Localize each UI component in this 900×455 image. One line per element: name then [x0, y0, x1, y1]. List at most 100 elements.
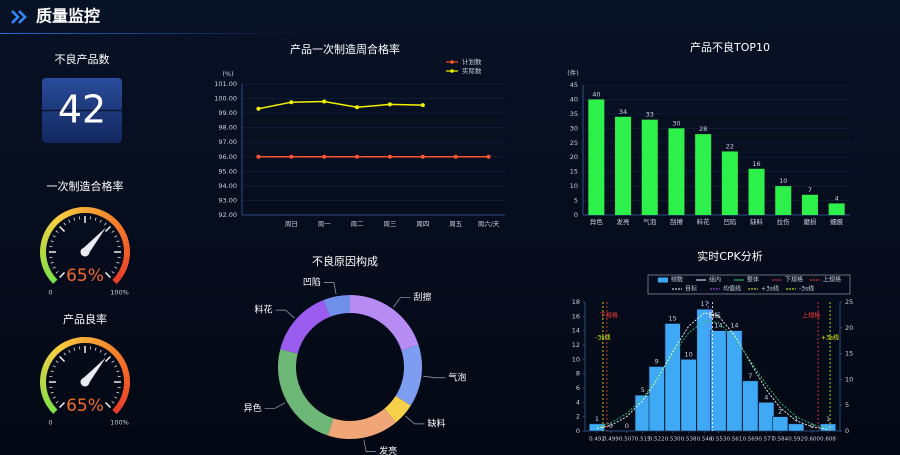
histogram-count-label: 1 — [595, 415, 599, 423]
line-point — [420, 154, 425, 159]
pie-leader — [393, 297, 411, 308]
gauge-band — [40, 244, 47, 250]
gauge-needle — [81, 357, 106, 385]
x-tick-label: 0.553 — [711, 437, 727, 443]
pie-leader — [323, 282, 337, 295]
y-tick-label: 93.00 — [218, 196, 237, 204]
pie-slice — [278, 349, 334, 436]
gauge-band — [117, 399, 126, 407]
y-tick-label: 6 — [576, 384, 580, 392]
gauge-band — [119, 265, 128, 273]
reference-annotation: 目标 — [708, 312, 720, 320]
y-tick-label: 10 — [570, 182, 578, 190]
bar-value-label: 10 — [779, 177, 787, 185]
kpi-value: 42 — [58, 88, 106, 132]
chart-title: 产品不良TOP10 — [690, 40, 770, 54]
gauge-band — [41, 261, 49, 269]
gauge-band — [91, 207, 98, 215]
y-tick-label: 0 — [576, 427, 580, 435]
gauge-band — [47, 402, 55, 411]
pie-label: 刮擦 — [414, 291, 432, 303]
gauge-band — [64, 339, 72, 348]
bar-value-label: 16 — [752, 160, 760, 168]
gauge-band — [40, 369, 48, 376]
gauge-tick — [111, 401, 115, 404]
gauge-band — [102, 341, 110, 350]
pie-label: 凹陷 — [303, 276, 321, 288]
line-series — [258, 100, 423, 110]
gauge-tick — [52, 266, 56, 269]
legend-label: 计划数 — [462, 57, 482, 66]
pie-leader — [405, 415, 425, 425]
gauge-tick — [111, 360, 115, 363]
bar-value-label: 22 — [726, 142, 734, 150]
y-tick-label: 2 — [576, 413, 580, 421]
histogram-bar — [680, 359, 697, 432]
gauge-band — [68, 338, 76, 346]
pie-label: 异色 — [244, 402, 262, 414]
histogram-count-label: 15 — [669, 315, 677, 323]
x-tick-label: 周三 — [383, 220, 397, 228]
bar-value-label: 40 — [592, 90, 600, 98]
gauge-band — [60, 211, 68, 220]
gauge-band — [42, 231, 51, 239]
reference-annotation: 上规格 — [802, 312, 820, 320]
gauge-hub — [80, 247, 90, 257]
gauge-band — [122, 388, 130, 395]
gauge-tick — [73, 217, 76, 221]
gauge-tick-label: 0 — [48, 289, 52, 297]
legend-box — [647, 274, 851, 295]
y2-tick-label: 0 — [845, 427, 849, 435]
gauge-band — [40, 239, 48, 246]
gauge-tick — [114, 266, 118, 269]
gauge-band — [53, 216, 61, 225]
line-point — [453, 154, 458, 159]
x-tick-label: 缺料 — [750, 217, 764, 226]
x-tick-label: 0.561 — [727, 437, 743, 443]
x-tick-label: 周五 — [449, 220, 463, 228]
histogram-bar — [588, 423, 605, 432]
bar — [721, 151, 738, 215]
gauge-band — [121, 262, 129, 269]
legend-swatch — [658, 277, 668, 283]
reference-annotation: +3s线 — [821, 334, 839, 342]
y-tick-label: 98.00 — [218, 124, 237, 132]
gauge-band — [87, 207, 93, 214]
x-tick-label: 周四 — [416, 220, 429, 228]
line-point — [355, 154, 360, 159]
gauge-band — [42, 265, 51, 273]
x-tick-label: 磨损 — [803, 217, 817, 226]
histogram-bar — [820, 423, 837, 432]
gauge-tick — [52, 365, 56, 368]
pie-slice — [384, 395, 411, 423]
y2-tick-label: 5 — [845, 401, 849, 409]
gauge-band — [44, 269, 53, 277]
gauge-band — [64, 209, 72, 218]
gauge-band — [115, 223, 123, 232]
x-tick-label: 0.538 — [681, 437, 697, 443]
gauge-band — [40, 387, 48, 394]
bar-value-label: 4 — [835, 194, 839, 202]
y-tick-label: 40 — [570, 95, 578, 103]
y2-tick-label: 15 — [845, 350, 853, 358]
legend-label: 均值线 — [723, 285, 741, 293]
y-tick-label: 25 — [570, 139, 578, 147]
bar — [801, 194, 818, 215]
line-point — [420, 103, 425, 108]
line-point — [322, 154, 327, 159]
gauge-band — [41, 365, 49, 372]
gauge-tick — [99, 349, 102, 353]
histogram-count-label: 5 — [641, 386, 645, 394]
y2-tick-label: 25 — [845, 298, 853, 306]
gauge-band — [119, 361, 128, 369]
pie-slice — [395, 344, 422, 406]
gauge-hub — [80, 377, 90, 387]
y-axis-label: (%) — [222, 70, 233, 78]
x-tick-label: 周二 — [351, 220, 365, 228]
gauge-band — [95, 338, 102, 346]
pie-label: 料花 — [254, 304, 272, 316]
gauge-band — [42, 361, 51, 369]
line-point — [387, 154, 392, 159]
y-tick-label: 4 — [576, 398, 580, 406]
gauge-band — [47, 272, 55, 281]
